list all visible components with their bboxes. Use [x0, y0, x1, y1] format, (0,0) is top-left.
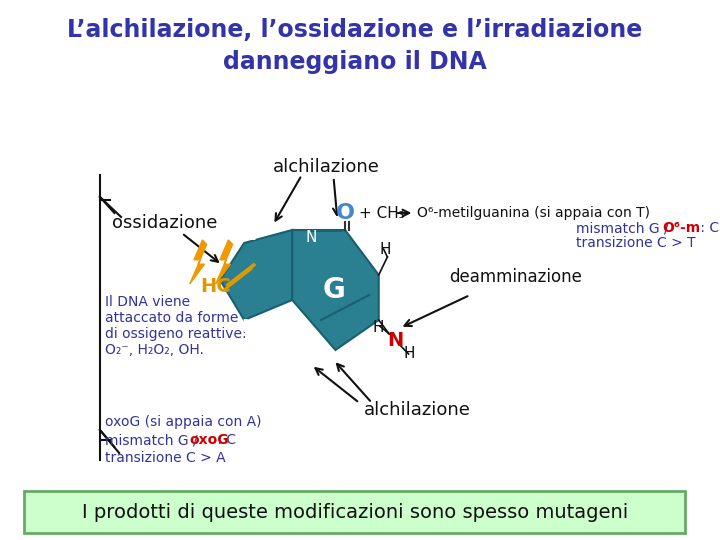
- Text: mismatch G /: mismatch G /: [576, 221, 672, 235]
- Text: mismatch G /: mismatch G /: [104, 433, 202, 447]
- FancyBboxPatch shape: [24, 491, 685, 533]
- Text: oxoG (si appaia con A): oxoG (si appaia con A): [104, 415, 261, 429]
- Text: transizione C > T: transizione C > T: [576, 236, 696, 250]
- Text: N: N: [326, 349, 341, 367]
- Text: O⁶-metilguanina (si appaia con T): O⁶-metilguanina (si appaia con T): [417, 206, 650, 220]
- Text: danneggiano il DNA: danneggiano il DNA: [222, 50, 487, 74]
- Text: di ossigeno reattive:: di ossigeno reattive:: [104, 327, 246, 341]
- Text: N: N: [241, 318, 256, 336]
- Polygon shape: [220, 230, 292, 320]
- Text: Il DNA viene: Il DNA viene: [104, 295, 190, 309]
- Polygon shape: [190, 240, 207, 284]
- Text: alchilazione: alchilazione: [364, 401, 471, 419]
- Text: + CH₃: + CH₃: [359, 206, 405, 220]
- Text: : C: : C: [213, 433, 236, 447]
- Text: deamminazione: deamminazione: [449, 268, 582, 286]
- Text: N: N: [241, 226, 256, 244]
- Text: O⁶-m: O⁶-m: [662, 221, 701, 235]
- Text: oxoG: oxoG: [189, 433, 229, 447]
- Text: transizione C > A: transizione C > A: [104, 451, 225, 465]
- Polygon shape: [292, 230, 379, 350]
- Text: N: N: [306, 230, 317, 245]
- Text: L’alchilazione, l’ossidazione e l’irradiazione: L’alchilazione, l’ossidazione e l’irradi…: [67, 18, 642, 42]
- Text: H: H: [372, 321, 384, 335]
- Text: alchilazione: alchilazione: [272, 158, 379, 176]
- Text: HC: HC: [200, 278, 230, 296]
- Text: : C: : C: [696, 221, 719, 235]
- Text: I prodotti di queste modificazioni sono spesso mutageni: I prodotti di queste modificazioni sono …: [81, 503, 628, 522]
- Text: attaccato da forme: attaccato da forme: [104, 311, 238, 325]
- Polygon shape: [216, 240, 233, 284]
- Text: O: O: [336, 203, 354, 223]
- Text: H: H: [379, 242, 391, 258]
- Text: O₂⁻, H₂O₂, OH.: O₂⁻, H₂O₂, OH.: [104, 343, 204, 357]
- Text: ossidazione: ossidazione: [112, 214, 217, 232]
- Text: H: H: [404, 347, 415, 361]
- Text: N: N: [387, 330, 403, 349]
- Text: G: G: [322, 276, 345, 304]
